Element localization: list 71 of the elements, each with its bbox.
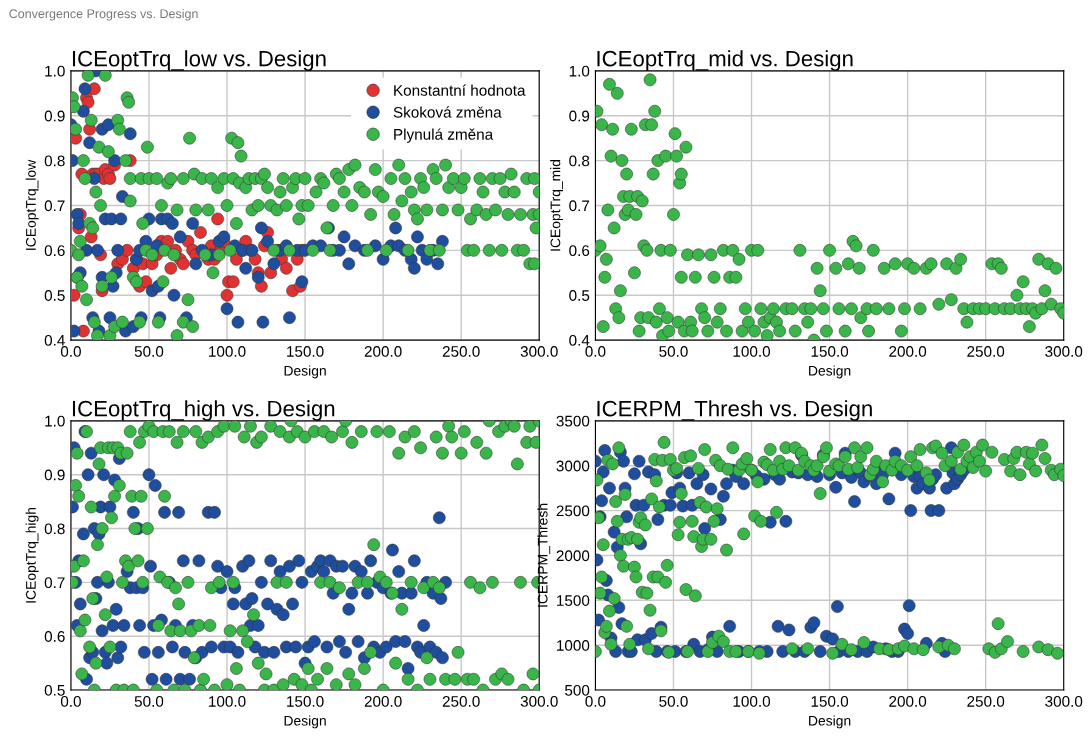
x-tick-label: 200.0 (889, 346, 927, 357)
legend-label: Konstantní hodnota (394, 84, 526, 96)
x-tick-label: 0.0 (585, 346, 606, 357)
x-tick-label: 100.0 (733, 696, 771, 707)
y-tick-label: 3000 (556, 460, 590, 472)
x-tick-label: 50.0 (134, 346, 164, 357)
x-tick-label: 50.0 (134, 696, 164, 707)
x-tick-label: 50.0 (659, 696, 688, 707)
y-tick-label: 1500 (557, 595, 590, 606)
y-tick-label: 0.6 (569, 245, 590, 257)
y-tick-label: 1.0 (45, 65, 65, 77)
x-axis-title: Design (284, 715, 326, 729)
y-tick-label: 0.5 (44, 290, 65, 301)
x-tick-label: 0.0 (60, 346, 81, 357)
x-tick-label: 150.0 (287, 696, 324, 707)
y-tick-label: 1.0 (569, 65, 590, 77)
x-tick-label: 50.0 (659, 346, 688, 357)
y-tick-label: 0.4 (44, 334, 65, 346)
y-tick-label: 2000 (556, 550, 590, 562)
x-tick-label: 300.0 (520, 696, 558, 707)
x-axis-title: Design (809, 715, 851, 729)
y-axis-title: ICEoptTrq_mid (550, 159, 564, 251)
x-axis-title: Design (809, 365, 851, 379)
chart-title: ICEoptTrq_high vs. Design (72, 400, 335, 421)
text: Convergence Progress vs. Design (9, 8, 198, 21)
x-tick-label: 250.0 (442, 346, 480, 357)
y-tick-label: 0.4 (569, 334, 590, 346)
y-tick-label: 0.7 (44, 200, 65, 212)
y-axis-title: ICEoptTrq_low (25, 159, 39, 250)
y-tick-label: 0.5 (569, 290, 590, 301)
x-tick-label: 300.0 (1045, 696, 1083, 707)
x-tick-label: 250.0 (967, 346, 1005, 357)
y-tick-label: 2500 (556, 505, 590, 517)
y-tick-label: 0.7 (44, 577, 65, 589)
y-tick-label: 0.9 (44, 110, 65, 122)
x-tick-label: 150.0 (811, 696, 849, 707)
y-axis-title: ICEoptTrq_high (25, 507, 39, 603)
x-tick-label: 250.0 (967, 696, 1005, 707)
chart-title: ICERPM_Thresh vs. Design (597, 400, 872, 421)
y-tick-label: 0.8 (44, 155, 65, 167)
y-tick-label: 3500 (556, 415, 590, 427)
y-tick-label: 0.8 (569, 155, 590, 167)
x-tick-label: 200.0 (364, 346, 402, 357)
legend-label: Plynulá změna (394, 128, 494, 143)
legend-label: Skoková změna (393, 106, 502, 118)
y-tick-label: 1.0 (45, 415, 65, 427)
x-tick-label: 200.0 (364, 696, 402, 707)
y-tick-label: 0.8 (44, 523, 65, 535)
y-tick-label: 0.6 (44, 245, 65, 257)
x-tick-label: 0.0 (60, 696, 81, 707)
y-tick-label: 0.6 (44, 631, 65, 642)
y-tick-label: 1000 (557, 640, 590, 651)
chart-title: ICEoptTrq_low vs. Design (72, 50, 326, 71)
y-axis-title: ICERPM_Thresh (537, 503, 551, 607)
x-tick-label: 250.0 (442, 696, 480, 707)
y-tick-label: 500 (564, 684, 590, 696)
y-tick-label: 0.7 (569, 200, 590, 212)
y-tick-label: 0.9 (44, 469, 65, 481)
x-tick-label: 100.0 (209, 346, 246, 357)
x-tick-label: 150.0 (287, 346, 324, 357)
y-tick-label: 0.9 (569, 110, 590, 122)
x-tick-label: 100.0 (209, 696, 246, 707)
y-tick-label: 0.5 (44, 684, 65, 696)
x-tick-label: 100.0 (733, 346, 771, 357)
x-tick-label: 300.0 (1045, 346, 1083, 357)
x-tick-label: 200.0 (889, 696, 927, 707)
x-axis-title: Design (284, 365, 326, 379)
x-tick-label: 300.0 (520, 346, 558, 357)
x-tick-label: 0.0 (585, 696, 606, 707)
chart-title: ICEoptTrq_mid vs. Design (597, 50, 853, 71)
x-tick-label: 150.0 (811, 346, 849, 357)
